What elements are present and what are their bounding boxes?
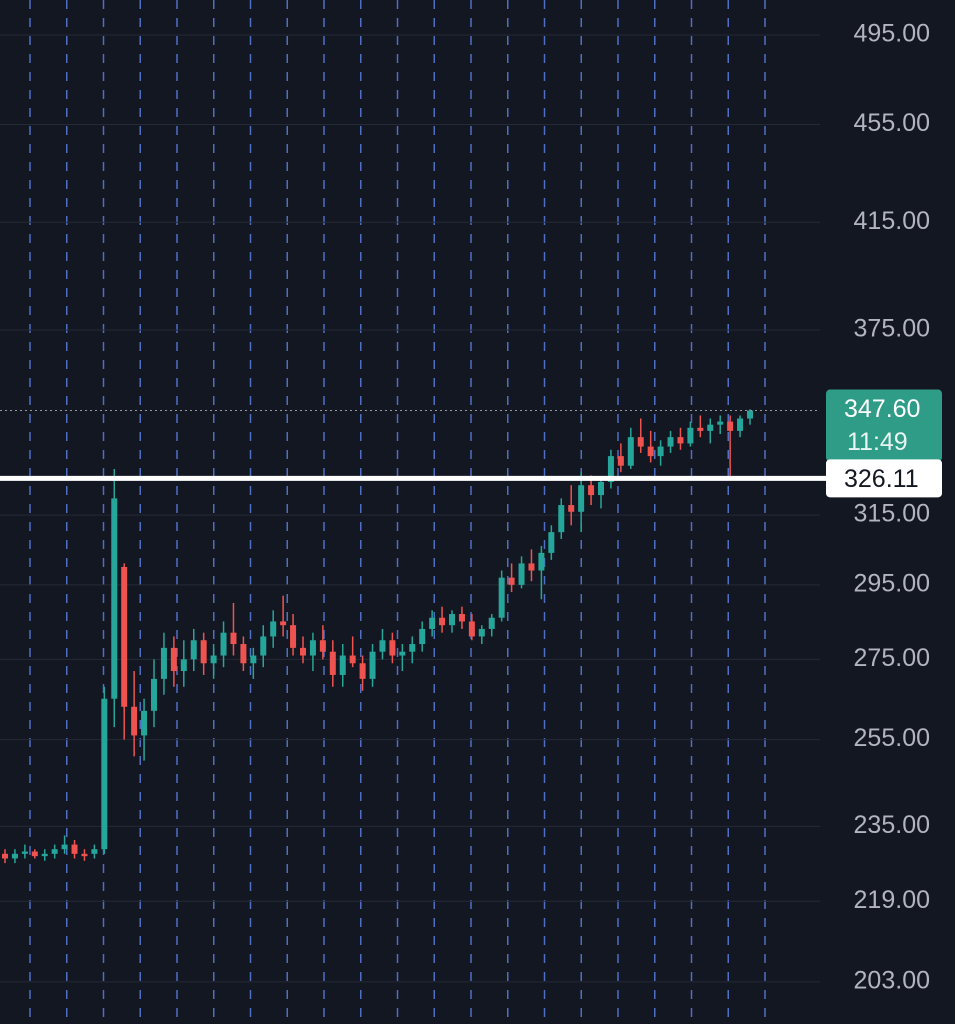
candle-body [717,421,724,425]
candle-body [141,710,148,736]
candle-body [548,532,555,553]
candle-body [111,498,118,699]
candle-body [41,853,48,857]
candle-body [81,853,88,857]
candle-body [598,481,604,496]
candle-body [468,621,475,637]
candle-body [498,577,505,618]
candle-body [21,851,28,854]
candle-body [637,437,644,447]
candle-body [518,563,525,585]
y-tick-label: 495.00 [854,20,930,48]
candle-body [91,849,98,854]
candle-body [151,678,157,711]
candle-body [488,617,495,629]
candle-body [657,446,664,457]
last-price-box [826,389,942,462]
candle-body [200,640,207,664]
candle-body [240,644,247,664]
candle-body [607,456,614,482]
candle-body [230,632,237,645]
candle-body [290,625,297,648]
y-tick-label: 315.00 [854,500,930,528]
candle-body [528,563,535,571]
candle-body [2,853,8,859]
candle-body [409,644,416,652]
candle-body [667,437,674,447]
candle-body [11,853,18,859]
y-tick-label: 255.00 [854,724,930,752]
candle-body [578,485,585,512]
candle-body [568,505,575,512]
candle-body [478,628,485,637]
candle-body [160,647,167,679]
candle-body [707,424,714,431]
candle-body [429,617,436,629]
candle-body [458,614,465,622]
candle-body [349,655,356,664]
candle-body [170,647,177,672]
candle-body [190,640,197,660]
candle-body [31,851,38,857]
candle-body [180,659,187,672]
candle-body [359,663,366,679]
candle-body [280,621,287,626]
y-tick-label: 235.00 [854,811,930,839]
candle-body [627,437,634,466]
candle-body [300,647,306,656]
candle-body [449,614,455,626]
y-tick-label: 219.00 [854,886,930,914]
candle-body [399,651,406,656]
candle-body [558,505,565,533]
candle-body [121,566,128,707]
candle-body [210,655,217,664]
candle-body [647,446,654,457]
candle-body [538,552,545,571]
y-tick-label: 455.00 [854,109,930,137]
candle-body [270,621,277,637]
candle-body [71,844,78,854]
candle-body [379,640,386,652]
candle-body [131,706,138,736]
level-box [826,459,942,498]
candle-body [339,655,346,675]
candle-body [309,640,316,656]
candle-body [51,849,58,854]
candle-body [737,418,744,431]
last-price-label: 347.60 [844,395,920,423]
candle-body [697,427,704,431]
candle-body [329,651,336,675]
candle-body [389,640,396,656]
y-tick-label: 415.00 [854,207,930,235]
candle-body [439,617,446,626]
candle-body [588,485,595,496]
candle-body [727,421,734,431]
candle-body [369,651,376,679]
candle-body [677,437,684,444]
candle-body [250,655,257,664]
candle-body [101,698,108,850]
y-tick-label: 275.00 [854,644,930,672]
candle-body [617,456,624,466]
candle-body [747,410,753,419]
y-tick-label: 375.00 [854,315,930,343]
candle-body [61,844,68,850]
candle-body [687,427,694,444]
level-label: 326.11 [844,465,919,493]
candle-body [220,632,227,656]
candle-body [319,640,326,652]
y-tick-label: 295.00 [854,569,930,597]
candle-body [260,636,267,656]
candle-body [508,577,515,585]
candle-body [419,628,426,645]
countdown-label: 11:49 [847,428,908,456]
y-tick-label: 203.00 [854,966,930,994]
